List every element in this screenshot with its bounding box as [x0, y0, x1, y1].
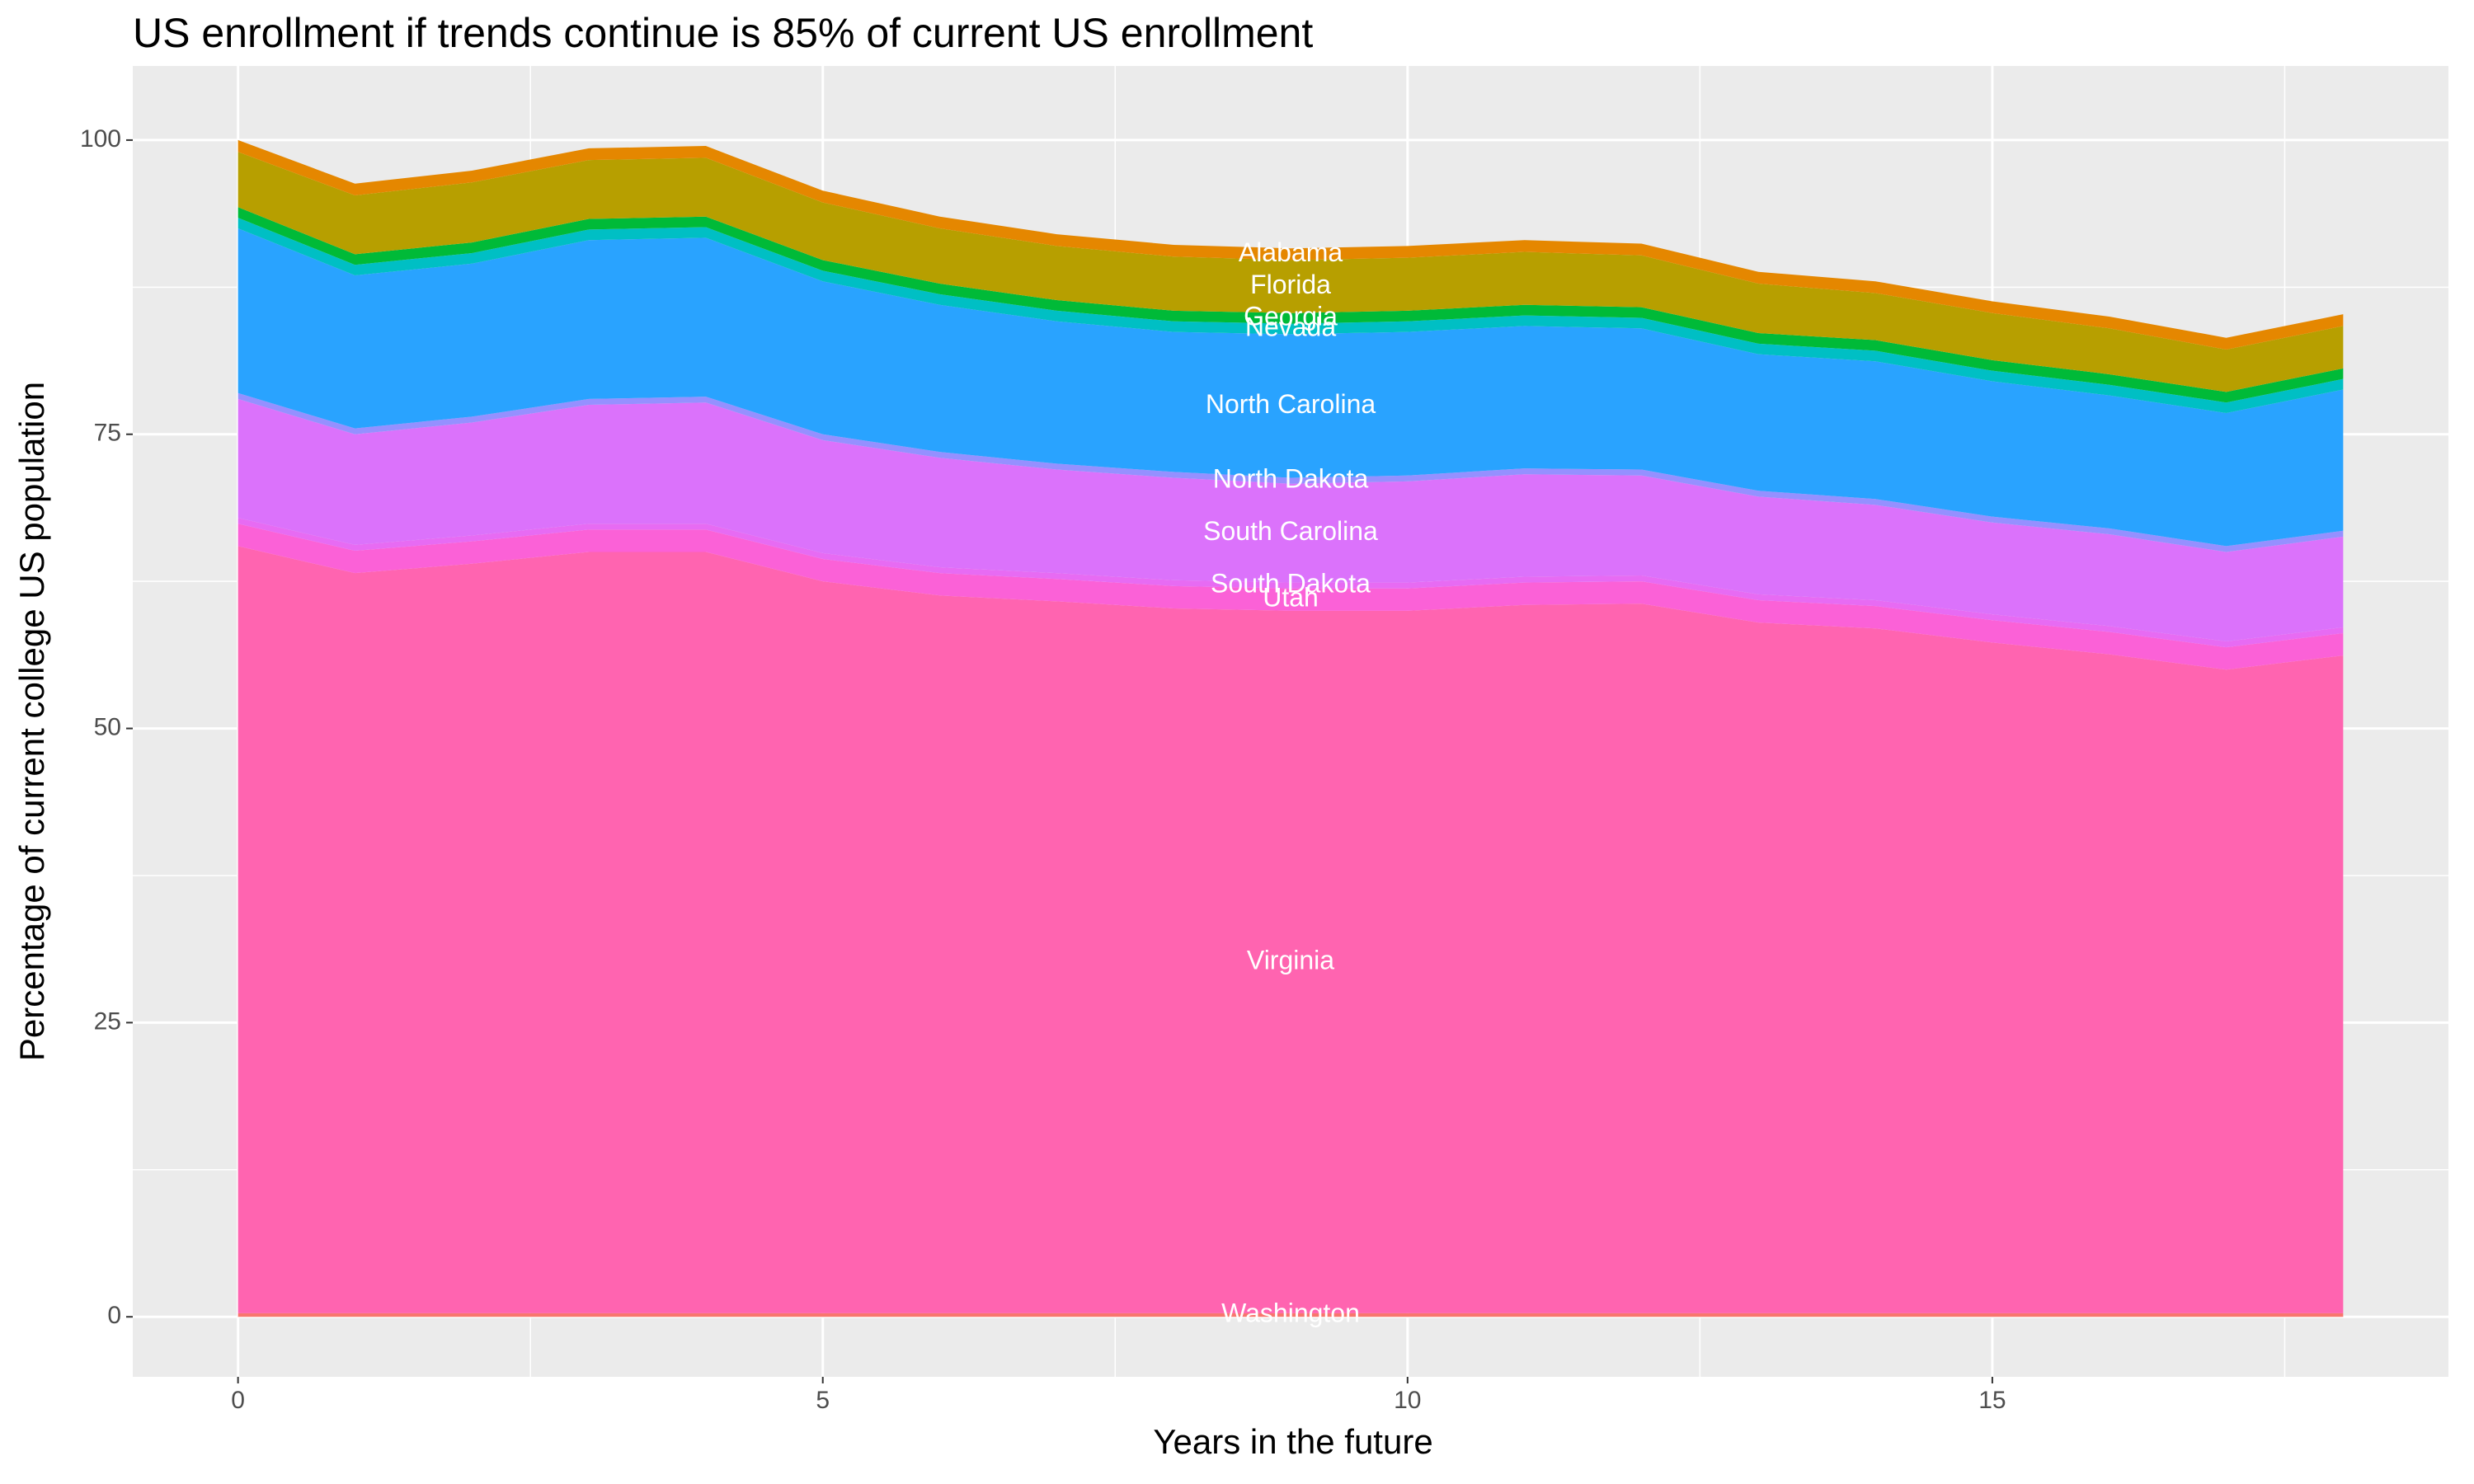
area: [238, 152, 2344, 392]
x-tick-label: 15: [1978, 1387, 2006, 1414]
area-label: Florida: [1250, 270, 1331, 299]
area: [238, 218, 2344, 414]
area: [238, 228, 2344, 547]
x-tick-label: 0: [231, 1387, 245, 1414]
area-label: Utah: [1263, 583, 1319, 613]
y-tick-label: 50: [94, 713, 121, 740]
y-tick-label: 25: [94, 1007, 121, 1035]
chart-title: US enrollment if trends continue is 85% …: [133, 10, 1313, 56]
x-tick-label: 5: [816, 1387, 830, 1414]
y-axis-title: Percentage of current college US populat…: [12, 382, 51, 1061]
area-label: Nevada: [1245, 312, 1337, 341]
area: [238, 524, 2344, 670]
area: [238, 392, 2344, 552]
x-tick-label: 10: [1394, 1387, 1421, 1414]
area-label: South Dakota: [1211, 569, 1371, 599]
area: [238, 546, 2344, 1313]
y-tick-label: 75: [94, 420, 121, 447]
area: [238, 139, 2344, 350]
area-label: Alabama: [1239, 237, 1343, 267]
area: [238, 207, 2344, 403]
area-label: Georgia: [1244, 302, 1338, 331]
area-label: North Dakota: [1213, 464, 1369, 494]
area-label: Virginia: [1247, 945, 1334, 974]
area: [238, 398, 2344, 641]
y-tick-label: 0: [107, 1302, 121, 1329]
area: [238, 1313, 2344, 1317]
area-label: Washington: [1221, 1298, 1360, 1328]
area-label: South Carolina: [1203, 516, 1378, 546]
x-axis-title: Years in the future: [1153, 1422, 1432, 1461]
area-label: North Carolina: [1206, 389, 1376, 419]
y-tick-label: 100: [80, 125, 121, 153]
